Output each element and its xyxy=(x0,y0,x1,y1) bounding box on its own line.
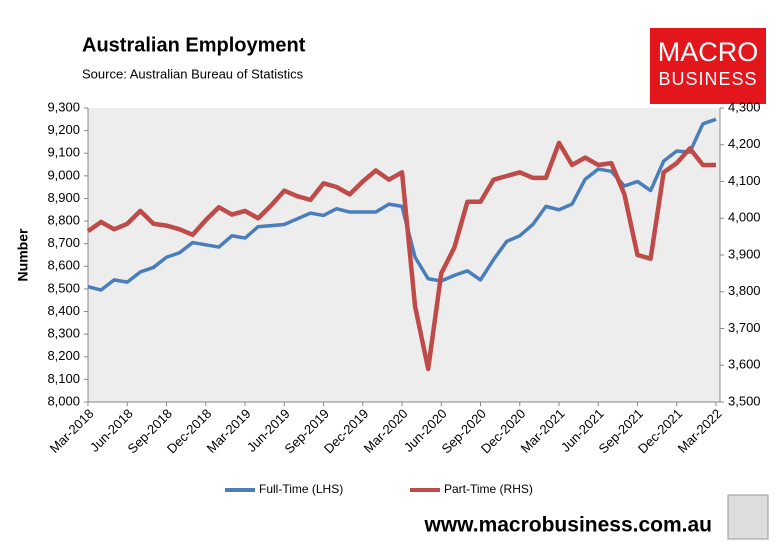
y-tick-label: 8,200 xyxy=(47,348,80,363)
logo xyxy=(650,28,766,104)
y-tick-label: 8,600 xyxy=(47,258,80,273)
y2-tick-label: 3,700 xyxy=(728,320,761,335)
y-tick-label: 8,700 xyxy=(47,235,80,250)
y2-tick-label: 3,800 xyxy=(728,283,761,298)
y2-tick-label: 3,600 xyxy=(728,357,761,372)
y2-tick-label: 4,300 xyxy=(728,99,761,114)
y-tick-label: 8,300 xyxy=(47,326,80,341)
legend-label: Full-Time (LHS) xyxy=(259,482,343,496)
chart-title: Australian Employment xyxy=(82,34,306,56)
legend-label: Part-Time (RHS) xyxy=(444,482,533,496)
y-tick-label: 9,100 xyxy=(47,145,80,160)
series-line xyxy=(86,140,716,372)
y-tick-label: 8,900 xyxy=(47,190,80,205)
y2-tick-label: 3,900 xyxy=(728,246,761,261)
y-tick-label: 8,000 xyxy=(47,393,80,408)
plot-area xyxy=(88,108,720,402)
y2-tick-label: 4,100 xyxy=(728,173,761,188)
chart-subtitle: Source: Australian Bureau of Statistics xyxy=(82,66,304,81)
y-axis-label: Number xyxy=(15,228,31,281)
y2-tick-label: 4,000 xyxy=(728,210,761,225)
website: www.macrobusiness.com.au xyxy=(424,514,712,537)
series-line xyxy=(87,117,717,292)
y-tick-label: 8,100 xyxy=(47,371,80,386)
y2-tick-label: 3,500 xyxy=(728,393,761,408)
y-tick-label: 9,300 xyxy=(47,99,80,114)
y-tick-label: 9,200 xyxy=(47,122,80,137)
logo-icon xyxy=(727,494,769,540)
y-tick-label: 8,400 xyxy=(47,303,80,318)
y-tick-label: 8,800 xyxy=(47,213,80,228)
y-tick-label: 8,500 xyxy=(47,280,80,295)
y-tick-label: 9,000 xyxy=(47,167,80,182)
y2-tick-label: 4,200 xyxy=(728,136,761,151)
logo-text: MACRO xyxy=(658,37,759,67)
logo-text: BUSINESS xyxy=(658,69,757,89)
